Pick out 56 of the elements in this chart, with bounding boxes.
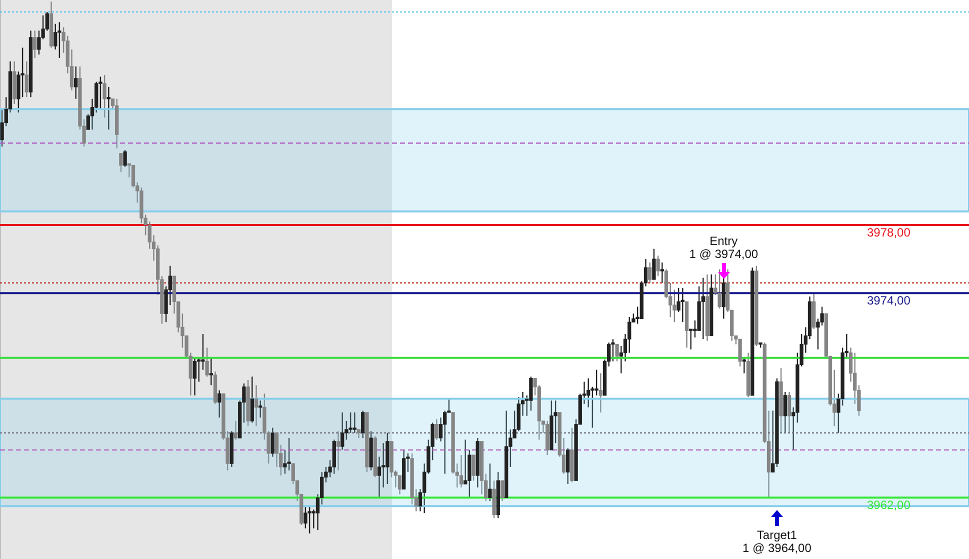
candlestick <box>648 262 652 284</box>
candlestick <box>250 376 254 424</box>
candlestick <box>656 255 660 277</box>
candlestick <box>218 390 222 418</box>
candlestick <box>131 164 136 188</box>
candlestick <box>270 427 274 458</box>
candlestick <box>123 149 127 168</box>
candlestick <box>340 412 344 451</box>
candlestick <box>472 454 476 482</box>
candlestick <box>254 384 258 427</box>
candlestick <box>615 344 619 362</box>
candlestick <box>98 76 102 110</box>
candlestick <box>192 357 197 396</box>
candlestick <box>33 30 37 59</box>
candlestick <box>652 248 656 280</box>
candlestick <box>660 262 664 284</box>
candlestick <box>701 277 705 340</box>
candlestick <box>443 410 447 474</box>
candlestick <box>54 23 58 50</box>
candlestick <box>102 74 106 118</box>
candlestick <box>586 378 590 408</box>
annotation: 1 @ 3974,00 <box>689 247 758 262</box>
candlestick <box>201 333 205 370</box>
ref-line-label: 3978,00 <box>867 225 911 240</box>
annotation: Target1 <box>756 528 797 542</box>
candlestick <box>738 338 742 368</box>
candlestick <box>718 268 722 310</box>
candlestick <box>377 456 382 498</box>
annotation: Entry <box>710 234 738 248</box>
candlestick <box>287 437 291 471</box>
candlestick <box>566 448 570 485</box>
candlestick <box>361 410 365 439</box>
candlestick <box>434 418 438 440</box>
candlestick <box>598 372 602 414</box>
candlestick <box>594 369 598 396</box>
candlestick <box>24 60 28 98</box>
ref-line-label: 3962,00 <box>867 498 911 512</box>
candlestick <box>58 22 62 59</box>
candlestick <box>205 347 209 378</box>
candlestick <box>459 454 464 488</box>
candlestick <box>488 462 492 502</box>
candlestick <box>74 66 78 100</box>
candlestick <box>787 391 792 434</box>
candlestick <box>500 480 504 502</box>
candlestick <box>464 439 468 485</box>
candlestick <box>274 432 279 468</box>
annotation: 1 @ 3964,00 <box>742 540 812 555</box>
candlestick <box>336 430 340 471</box>
candlestick <box>352 412 356 434</box>
candlestick <box>783 391 787 434</box>
candlestick <box>398 474 402 495</box>
candlestick <box>234 420 238 440</box>
candlestick <box>209 357 213 386</box>
candlestick <box>308 506 312 534</box>
candlestick <box>119 152 123 173</box>
ref-line-label: 3974,00 <box>867 293 911 308</box>
